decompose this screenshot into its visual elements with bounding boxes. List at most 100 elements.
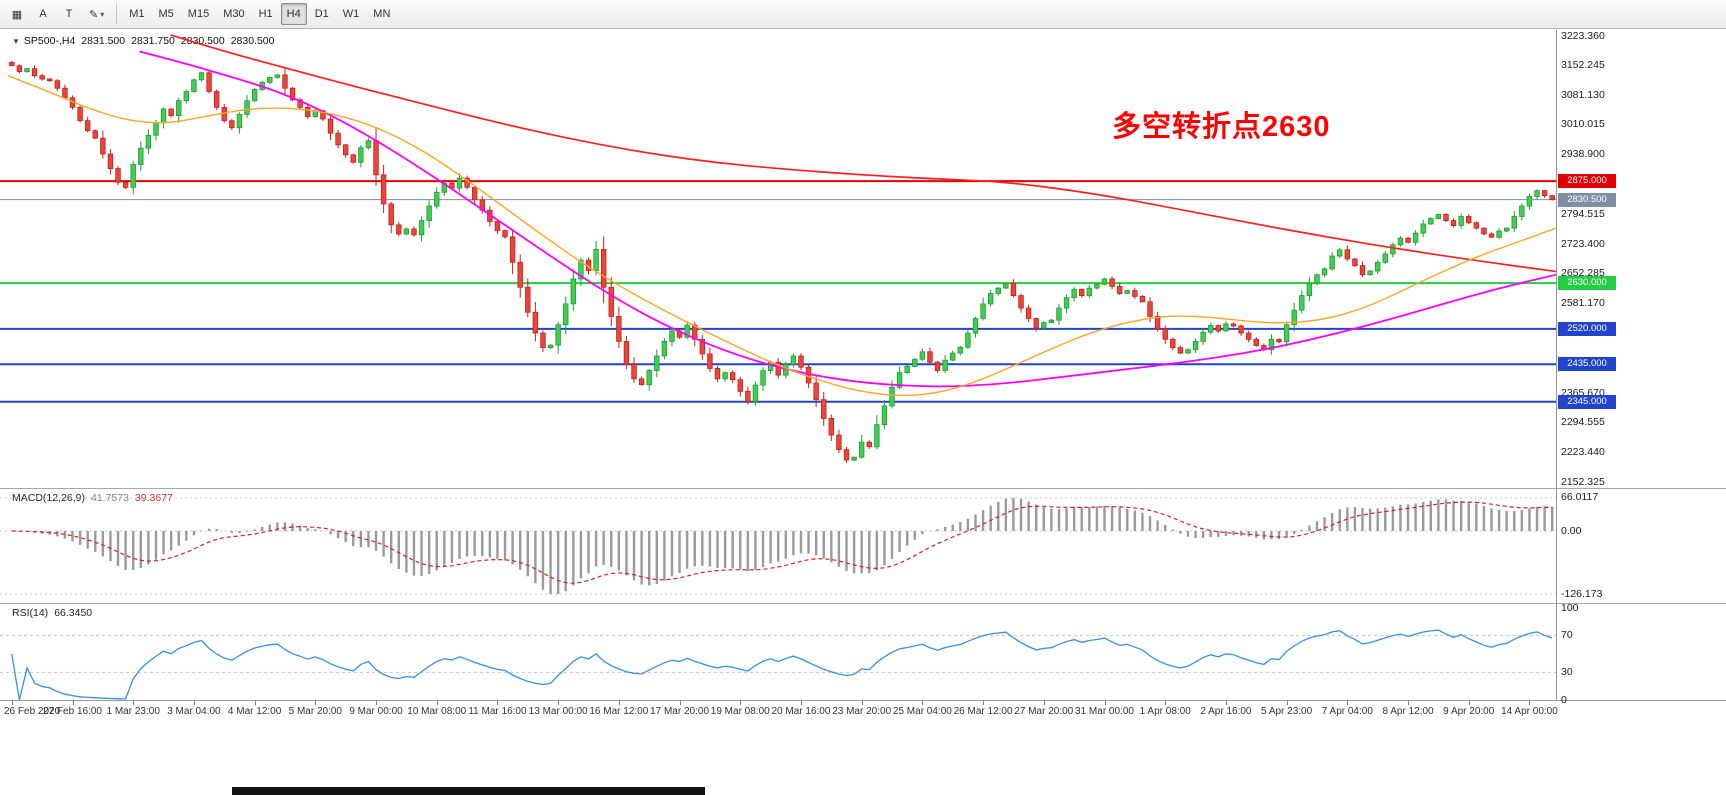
candle bbox=[54, 80, 61, 89]
rsi-panel-canvas[interactable] bbox=[0, 604, 1556, 700]
candle bbox=[547, 344, 554, 349]
candle bbox=[1086, 287, 1093, 296]
time-tick bbox=[72, 701, 74, 705]
time-tick bbox=[436, 701, 438, 705]
time-label: 14 Apr 00:00 bbox=[1501, 706, 1558, 717]
time-tick bbox=[800, 701, 802, 705]
time-label: 27 Feb 16:00 bbox=[43, 706, 102, 717]
timeframe-button-D1[interactable]: D1 bbox=[314, 8, 329, 20]
cursor-tool-icon-glyph: A bbox=[39, 8, 47, 20]
candle bbox=[570, 278, 577, 305]
draw-tools-icon[interactable]: ✎ ▾ bbox=[83, 3, 110, 25]
time-label: 20 Mar 16:00 bbox=[771, 706, 831, 717]
chart-window-icon[interactable]: ▦ bbox=[5, 3, 29, 25]
candle bbox=[1033, 318, 1039, 329]
candle bbox=[1170, 338, 1176, 349]
candle bbox=[600, 248, 607, 288]
price-tag-2345.000: 2345.000 bbox=[1558, 394, 1616, 409]
cursor-tool-icon[interactable]: A bbox=[31, 3, 55, 25]
time-label: 8 Apr 12:00 bbox=[1382, 706, 1434, 717]
candle bbox=[1018, 295, 1024, 309]
candle bbox=[1321, 268, 1328, 276]
symbol-expand-icon[interactable]: ▼ bbox=[12, 37, 20, 46]
symbol-timeframe-label: SP500-,H4 bbox=[23, 35, 76, 47]
timeframe-button-M15[interactable]: M15 bbox=[187, 8, 210, 20]
candle bbox=[752, 384, 759, 403]
candle bbox=[1071, 288, 1077, 299]
macd-panel-canvas[interactable] bbox=[0, 489, 1556, 603]
time-label: 16 Mar 12:00 bbox=[589, 706, 649, 717]
timeframe-button-M30[interactable]: M30 bbox=[223, 8, 245, 20]
candle bbox=[714, 368, 721, 380]
candle bbox=[183, 91, 190, 102]
time-axis[interactable]: 26 Feb 2020 27 Feb 16:00 1 Mar 23:00 3 Mar … bbox=[0, 700, 1726, 722]
timeframe-button-M5[interactable]: M5 bbox=[158, 8, 174, 20]
candle bbox=[1268, 338, 1275, 351]
price-tag-2830.500: 2830.500 bbox=[1558, 192, 1616, 207]
time-tick bbox=[11, 701, 13, 705]
candle bbox=[456, 177, 463, 189]
candle bbox=[198, 72, 205, 81]
draw-tools-icon-glyph: ✎ bbox=[89, 8, 99, 21]
candle bbox=[403, 228, 410, 235]
candle bbox=[244, 100, 250, 115]
candle bbox=[987, 293, 994, 305]
timeframe-button-W1[interactable]: W1 bbox=[342, 8, 360, 20]
macd-indicator-label: MACD(12,26,9) 41.7573 39.3677 bbox=[12, 492, 173, 504]
time-tick bbox=[1225, 701, 1227, 705]
text-tool-icon-glyph: T bbox=[65, 8, 73, 20]
candle bbox=[646, 370, 652, 386]
candle bbox=[1291, 309, 1297, 326]
candle bbox=[373, 140, 379, 176]
candle bbox=[502, 230, 508, 238]
time-label: 1 Mar 23:00 bbox=[106, 706, 160, 717]
macd-axis-label: 0.00 bbox=[1561, 524, 1582, 537]
time-label: 10 Mar 08:00 bbox=[407, 706, 467, 717]
candle bbox=[1503, 227, 1510, 232]
macd-panel-splitter[interactable] bbox=[0, 488, 1726, 489]
rsi-panel-splitter[interactable] bbox=[0, 603, 1726, 604]
price-label: 2152.325 bbox=[1561, 475, 1605, 488]
time-label: 9 Mar 00:00 bbox=[349, 706, 403, 717]
price-label: 2294.555 bbox=[1561, 416, 1605, 429]
candle bbox=[1154, 316, 1161, 330]
candle bbox=[1063, 297, 1070, 309]
candle bbox=[669, 330, 675, 342]
time-tick bbox=[1104, 701, 1106, 705]
macd-signal-line bbox=[11, 501, 1553, 584]
candle bbox=[16, 65, 23, 72]
chart-annotation-text[interactable]: 多空转折点2630 bbox=[1112, 111, 1331, 143]
candle bbox=[965, 332, 971, 348]
ma-red-line bbox=[170, 34, 1556, 273]
main-chart-canvas[interactable] bbox=[0, 30, 1556, 488]
time-label: 11 Mar 16:00 bbox=[468, 706, 527, 717]
candle bbox=[1534, 190, 1540, 197]
candle bbox=[122, 181, 129, 188]
candle bbox=[836, 434, 842, 451]
candle bbox=[274, 74, 281, 78]
candle bbox=[1397, 237, 1404, 246]
candle bbox=[138, 147, 144, 165]
time-tick bbox=[1286, 701, 1288, 705]
candle bbox=[84, 120, 91, 132]
candle bbox=[1549, 195, 1555, 200]
time-label: 31 Mar 00:00 bbox=[1075, 706, 1134, 717]
candle bbox=[426, 205, 432, 222]
candle bbox=[851, 456, 857, 461]
time-tick bbox=[1529, 701, 1531, 705]
timeframe-button-MN[interactable]: MN bbox=[373, 8, 391, 20]
candle bbox=[1314, 274, 1320, 284]
timeframe-button-H1[interactable]: H1 bbox=[258, 8, 273, 20]
price-axis-divider bbox=[1556, 30, 1557, 722]
timeframe-button-M1[interactable]: M1 bbox=[129, 8, 145, 20]
timeframe-button-H4[interactable]: H4 bbox=[280, 3, 307, 25]
candle bbox=[327, 118, 334, 134]
macd-axis-label: -126.173 bbox=[1561, 587, 1603, 600]
candle bbox=[1124, 290, 1130, 294]
candle bbox=[1116, 286, 1123, 294]
text-tool-icon[interactable]: T bbox=[57, 3, 81, 25]
time-label: 25 Mar 04:00 bbox=[892, 706, 952, 717]
candle bbox=[1109, 278, 1115, 287]
candle bbox=[1238, 325, 1244, 334]
